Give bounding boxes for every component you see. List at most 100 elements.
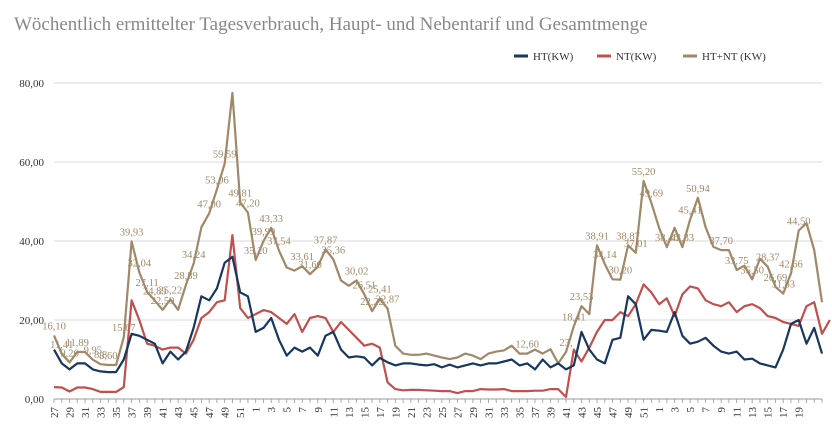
x-tick-label: 1 [251, 407, 263, 413]
data-label: 39,93 [120, 227, 144, 238]
data-label: 59,59 [213, 150, 237, 161]
x-tick-label: 1 [654, 407, 666, 413]
x-tick-label: 11 [732, 407, 744, 418]
x-tick-label: 5 [282, 407, 294, 413]
data-label: 34,24 [182, 250, 206, 261]
x-tick-label: 35 [514, 407, 526, 419]
data-label: 26,51 [352, 280, 376, 291]
x-tick-label: 3 [670, 407, 682, 413]
data-label: 30,20 [608, 266, 632, 277]
x-tick-label: 47 [608, 407, 620, 419]
data-label: 49,81 [228, 188, 252, 199]
data-label: 49,69 [640, 189, 664, 200]
data-label: 33,61 [290, 252, 314, 263]
data-label: 28,89 [174, 271, 198, 282]
series-line-0 [53, 255, 824, 374]
data-label: 34,14 [593, 250, 617, 261]
data-label: 47,20 [236, 199, 260, 210]
x-tick-label: 27 [49, 407, 61, 419]
data-label: 35,20 [244, 246, 268, 257]
data-label: 32,04 [128, 258, 152, 269]
x-tick-label: 41 [158, 407, 170, 418]
x-tick-label: 23 [421, 407, 433, 419]
data-label: 24,89 [143, 287, 167, 298]
x-tick-label: 29 [65, 407, 77, 419]
data-label: 25,41 [368, 285, 392, 296]
data-label: 38,87 [616, 231, 640, 242]
x-tick-label: 31 [483, 407, 495, 418]
x-tick-label: 27 [452, 407, 464, 419]
y-tick-label: 0,00 [25, 394, 45, 406]
x-tick-label: 25 [437, 407, 449, 419]
data-label: 8,8 [94, 350, 107, 361]
data-label: 22,59 [151, 296, 175, 307]
y-tick-label: 60,00 [19, 157, 44, 169]
x-tick-label: 3 [266, 407, 278, 413]
data-label: 31,83 [771, 280, 795, 291]
data-label: 35,50 [740, 265, 764, 276]
data-label: 11,41 [50, 340, 73, 351]
legend-label: HT(KW) [533, 51, 574, 63]
x-tick-label: 15 [763, 407, 775, 419]
x-tick-label: 9 [313, 407, 325, 413]
legend-label: NT(KW) [616, 51, 657, 63]
y-tick-label: 80,00 [19, 78, 44, 90]
y-axis: 0,00 20,00 40,00 60,00 80,00 [19, 78, 44, 406]
data-label: 15,67 [112, 323, 136, 334]
x-axis: 27 29 31 33 35 37 39 41 43 45 47 49 51 1 3 5 7 9 11 13 15 17 1… [49, 398, 823, 419]
x-tick-label: 33 [96, 407, 108, 419]
data-label: 25,22 [159, 285, 183, 296]
data-label: 28,37 [756, 253, 780, 264]
x-tick-label: 29 [468, 407, 480, 419]
x-tick-label: 17 [375, 407, 387, 419]
data-label: 47,00 [197, 199, 221, 210]
data-label: 8,60 [99, 351, 117, 362]
data-label: 22,87 [376, 295, 400, 306]
data-label: 37,70 [709, 236, 733, 247]
x-tick-label: 45 [592, 407, 604, 419]
x-tick-label: 41 [561, 407, 573, 418]
data-label: 38,91 [585, 231, 609, 242]
x-tick-label: 43 [577, 407, 589, 419]
series-line-2 [52, 91, 824, 367]
y-tick-label: 40,00 [19, 236, 44, 248]
x-tick-label: 35 [111, 407, 123, 419]
x-tick-label: 19 [794, 407, 806, 419]
plot-area [52, 91, 831, 399]
x-tick-label: 33 [499, 407, 511, 419]
data-label: 37,01 [624, 239, 648, 250]
x-tick-label: 37 [127, 407, 139, 419]
x-tick-label: 49 [623, 407, 635, 419]
x-tick-label: 17 [778, 407, 790, 419]
x-tick-label: 9 [716, 407, 728, 413]
data-label: 43,33 [671, 233, 695, 244]
x-tick-label: 47 [204, 407, 216, 419]
legend-label: HT+NT (KW) [702, 51, 766, 63]
x-tick-label: 11 [328, 407, 340, 418]
x-tick-label: 51 [235, 407, 247, 418]
data-label: 30,02 [345, 266, 369, 277]
data-label: 50,94 [686, 184, 710, 195]
data-label: 39,99 [252, 227, 276, 238]
data-label: 27,11 [135, 278, 158, 289]
x-tick-label: 7 [297, 407, 309, 413]
data-label: 37,87 [314, 235, 338, 246]
data-label: 42,66 [779, 259, 803, 270]
data-label: 9,95 [84, 346, 102, 357]
data-label: 35,36 [321, 245, 345, 256]
series-line-1 [53, 234, 831, 399]
x-tick-label: 13 [344, 407, 356, 419]
data-label: 26,69 [764, 273, 788, 284]
legend: HT(KW) NT(KW) HT+NT (KW) [514, 51, 766, 63]
x-tick-label: 15 [359, 407, 371, 419]
data-label: 11,89 [66, 338, 89, 349]
x-tick-label: 31 [80, 407, 92, 418]
data-label: 23, [559, 338, 572, 349]
x-tick-label: 39 [142, 407, 154, 419]
data-label: 45,41 [678, 206, 702, 217]
data-label: 31,60 [298, 260, 322, 271]
data-label: 53,06 [205, 175, 229, 186]
x-tick-label: 13 [747, 407, 759, 419]
